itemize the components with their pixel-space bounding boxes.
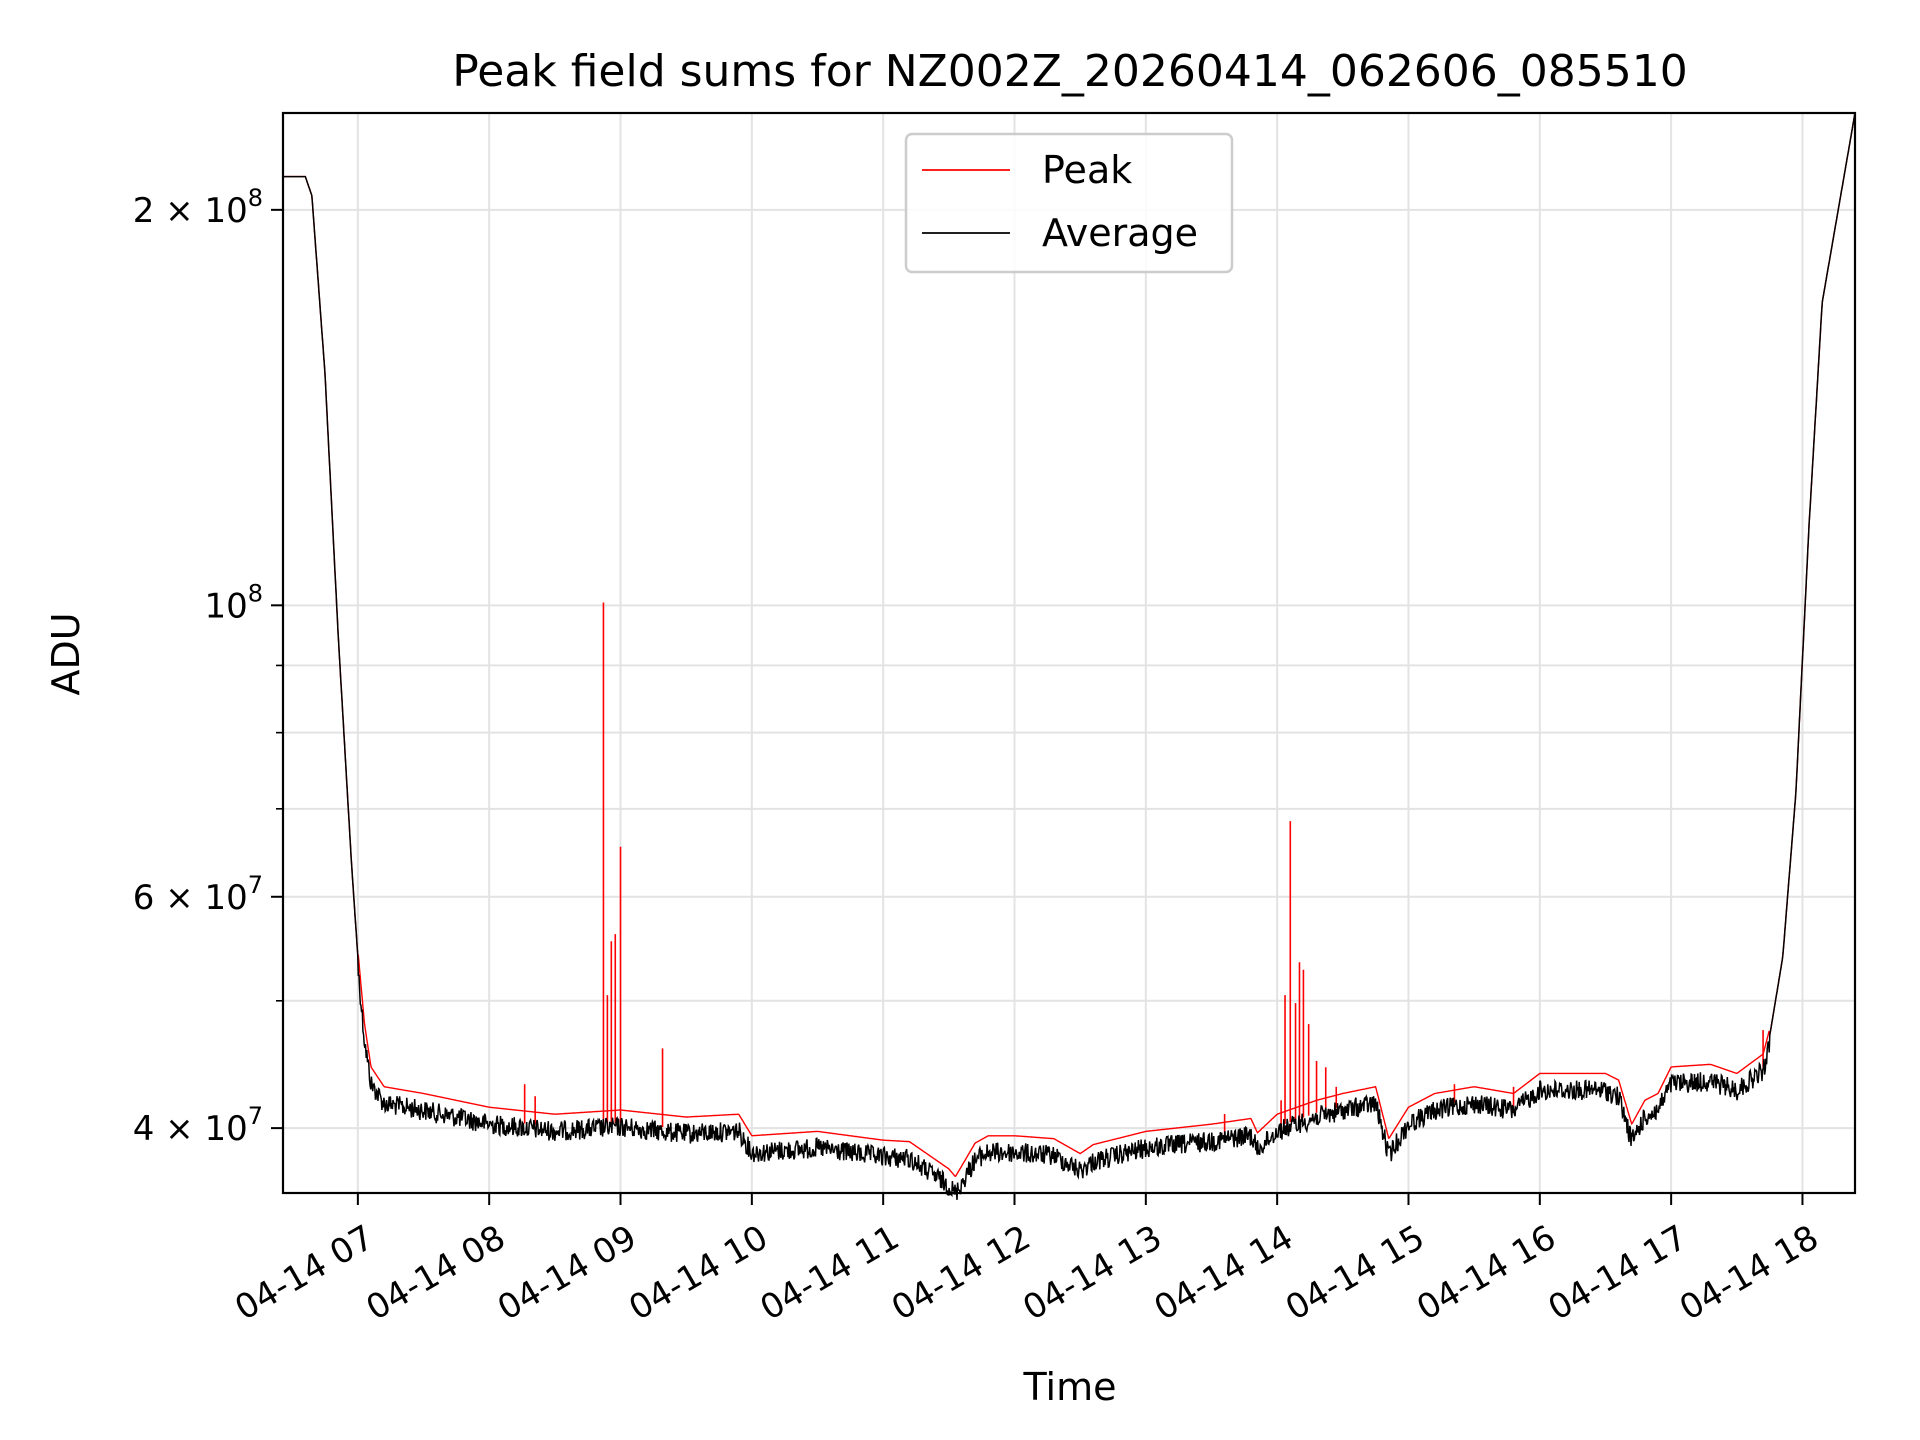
- x-tick-label: 04-14 10: [622, 1218, 774, 1329]
- series-line-average: [283, 112, 1856, 1200]
- y-axis-label: ADU: [44, 612, 88, 695]
- y-tick-label-base: 6 × 10: [133, 878, 248, 918]
- y-tick-label-exp: 7: [248, 871, 263, 899]
- plot-content: [283, 112, 1856, 1200]
- y-tick-label-exp: 7: [248, 1102, 263, 1130]
- y-tick-label: 108: [204, 579, 263, 626]
- y-tick-label: 6 × 107: [133, 871, 263, 918]
- x-tick-label: 04-14 12: [885, 1218, 1037, 1329]
- legend-label-peak: Peak: [1042, 148, 1132, 192]
- y-tick-label-base: 4 × 10: [133, 1109, 248, 1149]
- x-axis-label: Time: [1023, 1365, 1117, 1409]
- legend: Peak Average: [904, 132, 1234, 274]
- y-tick-label: 4 × 107: [133, 1102, 263, 1149]
- y-tick-label-base: 2 × 10: [133, 191, 248, 231]
- y-tick-label-exp: 8: [248, 579, 263, 607]
- x-tick-label: 04-14 08: [360, 1218, 512, 1329]
- x-tick-label: 04-14 07: [228, 1218, 380, 1329]
- x-tick-label: 04-14 16: [1410, 1218, 1562, 1329]
- x-tick-label: 04-14 15: [1279, 1218, 1431, 1329]
- legend-label-average: Average: [1042, 211, 1198, 255]
- y-tick-label-base: 10: [204, 586, 247, 626]
- y-tick-label: 2 × 108: [133, 184, 263, 231]
- x-tick-label: 04-14 09: [491, 1218, 643, 1329]
- x-tick-label: 04-14 17: [1542, 1218, 1694, 1329]
- grid: [283, 113, 1855, 1193]
- x-tick-label: 04-14 13: [1016, 1218, 1168, 1329]
- y-tick-label-exp: 8: [248, 184, 263, 212]
- legend-box: [904, 132, 1234, 274]
- chart-title: Peak field sums for NZ002Z_20260414_0626…: [452, 46, 1688, 97]
- x-tick-label: 04-14 14: [1148, 1218, 1300, 1329]
- series-line-peak: [283, 112, 1856, 1177]
- x-tick-label: 04-14 18: [1673, 1218, 1825, 1329]
- x-tick-label: 04-14 11: [754, 1218, 906, 1329]
- plot-frame: [281, 111, 1857, 1195]
- peak-spikes: [523, 602, 1764, 1135]
